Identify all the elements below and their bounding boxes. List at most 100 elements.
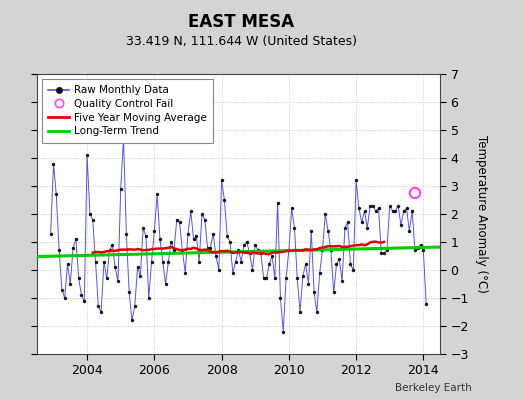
Point [108,242,116,248]
Point [212,253,220,259]
Point [119,135,128,142]
Point [232,258,240,265]
Point [192,233,201,240]
Point [178,247,187,254]
Point [234,247,243,254]
Point [268,253,276,259]
Point [318,247,326,254]
Point [128,317,136,324]
Point [66,281,74,287]
Point [69,244,77,251]
Point [58,286,66,293]
Point [400,208,408,214]
Point [265,261,274,268]
Point [304,281,313,287]
Point [301,261,310,268]
Point [240,242,248,248]
Point [248,267,257,273]
Point [361,208,369,214]
Point [122,230,130,237]
Point [195,258,203,265]
Point [262,275,270,282]
Point [184,230,192,237]
Point [111,264,119,270]
Point [293,275,301,282]
Point [338,278,346,284]
Point [181,270,189,276]
Point [226,239,234,245]
Point [257,250,265,256]
Point [159,258,167,265]
Point [285,247,293,254]
Point [206,244,215,251]
Point [335,256,343,262]
Point [274,200,282,206]
Point [422,300,430,307]
Point [105,247,114,254]
Point [383,247,391,254]
Point [97,309,105,315]
Point [49,160,58,167]
Point [313,309,321,315]
Point [103,275,111,282]
Point [189,236,198,242]
Point [80,298,89,304]
Point [78,292,86,298]
Point [198,211,206,217]
Point [290,225,299,231]
Point [153,191,161,198]
Point [344,219,352,226]
Text: EAST MESA: EAST MESA [188,13,294,31]
Point [142,233,150,240]
Point [357,219,366,226]
Point [217,177,226,184]
Point [321,211,330,217]
Point [355,205,363,212]
Point [114,278,122,284]
Point [83,152,91,158]
Point [47,230,55,237]
Point [251,242,259,248]
Point [86,211,94,217]
Point [203,244,212,251]
Point [282,275,290,282]
Point [172,216,181,223]
Point [411,190,419,196]
Point [394,202,402,209]
Point [130,303,139,310]
Point [324,228,332,234]
Point [296,309,304,315]
Legend: Raw Monthly Data, Quality Control Fail, Five Year Moving Average, Long-Term Tren: Raw Monthly Data, Quality Control Fail, … [42,79,213,143]
Point [116,186,125,192]
Point [372,208,380,214]
Point [72,236,80,242]
Point [369,202,377,209]
Point [411,247,419,254]
Point [326,247,335,254]
Point [156,236,164,242]
Point [254,247,262,254]
Point [380,250,388,256]
Text: Berkeley Earth: Berkeley Earth [395,383,472,393]
Point [176,219,184,226]
Point [223,233,232,240]
Point [408,208,417,214]
Point [136,272,145,279]
Point [94,303,103,310]
Point [349,267,357,273]
Point [332,261,341,268]
Point [145,295,153,301]
Y-axis label: Temperature Anomaly (°C): Temperature Anomaly (°C) [475,135,488,293]
Point [220,197,228,203]
Point [388,208,397,214]
Point [228,270,237,276]
Point [413,244,422,251]
Point [147,258,156,265]
Point [91,258,100,265]
Point [139,225,147,231]
Point [307,228,315,234]
Point [341,225,349,231]
Point [288,205,296,212]
Point [391,208,399,214]
Point [366,202,374,209]
